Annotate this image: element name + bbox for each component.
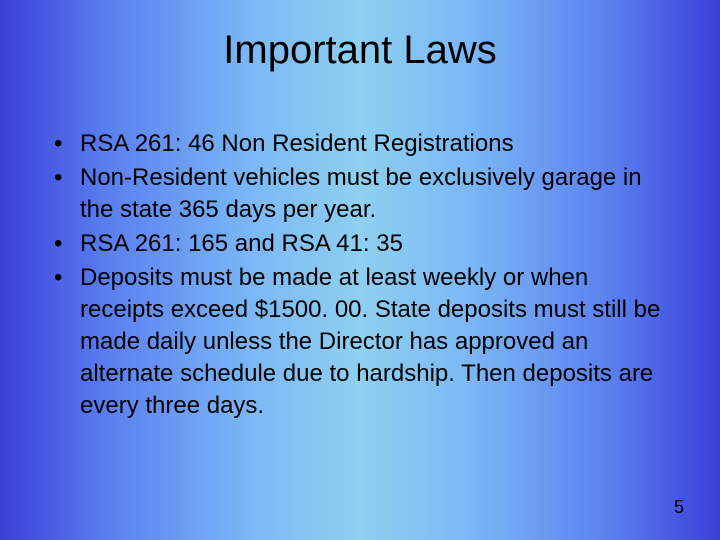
list-item: • RSA 261: 46 Non Resident Registrations	[54, 128, 666, 160]
bullet-text: RSA 261: 165 and RSA 41: 35	[80, 228, 403, 260]
list-item: • RSA 261: 165 and RSA 41: 35	[54, 228, 666, 260]
slide-content: • RSA 261: 46 Non Resident Registrations…	[54, 128, 666, 424]
bullet-icon: •	[54, 162, 80, 194]
bullet-text: Non-Resident vehicles must be exclusivel…	[80, 162, 666, 226]
page-number: 5	[674, 497, 684, 518]
bullet-icon: •	[54, 262, 80, 294]
bullet-text: RSA 261: 46 Non Resident Registrations	[80, 128, 514, 160]
slide-title: Important Laws	[0, 28, 720, 73]
list-item: • Deposits must be made at least weekly …	[54, 262, 666, 422]
list-item: • Non-Resident vehicles must be exclusiv…	[54, 162, 666, 226]
bullet-icon: •	[54, 128, 80, 160]
slide: Important Laws • RSA 261: 46 Non Residen…	[0, 0, 720, 540]
bullet-text: Deposits must be made at least weekly or…	[80, 262, 666, 422]
bullet-icon: •	[54, 228, 80, 260]
